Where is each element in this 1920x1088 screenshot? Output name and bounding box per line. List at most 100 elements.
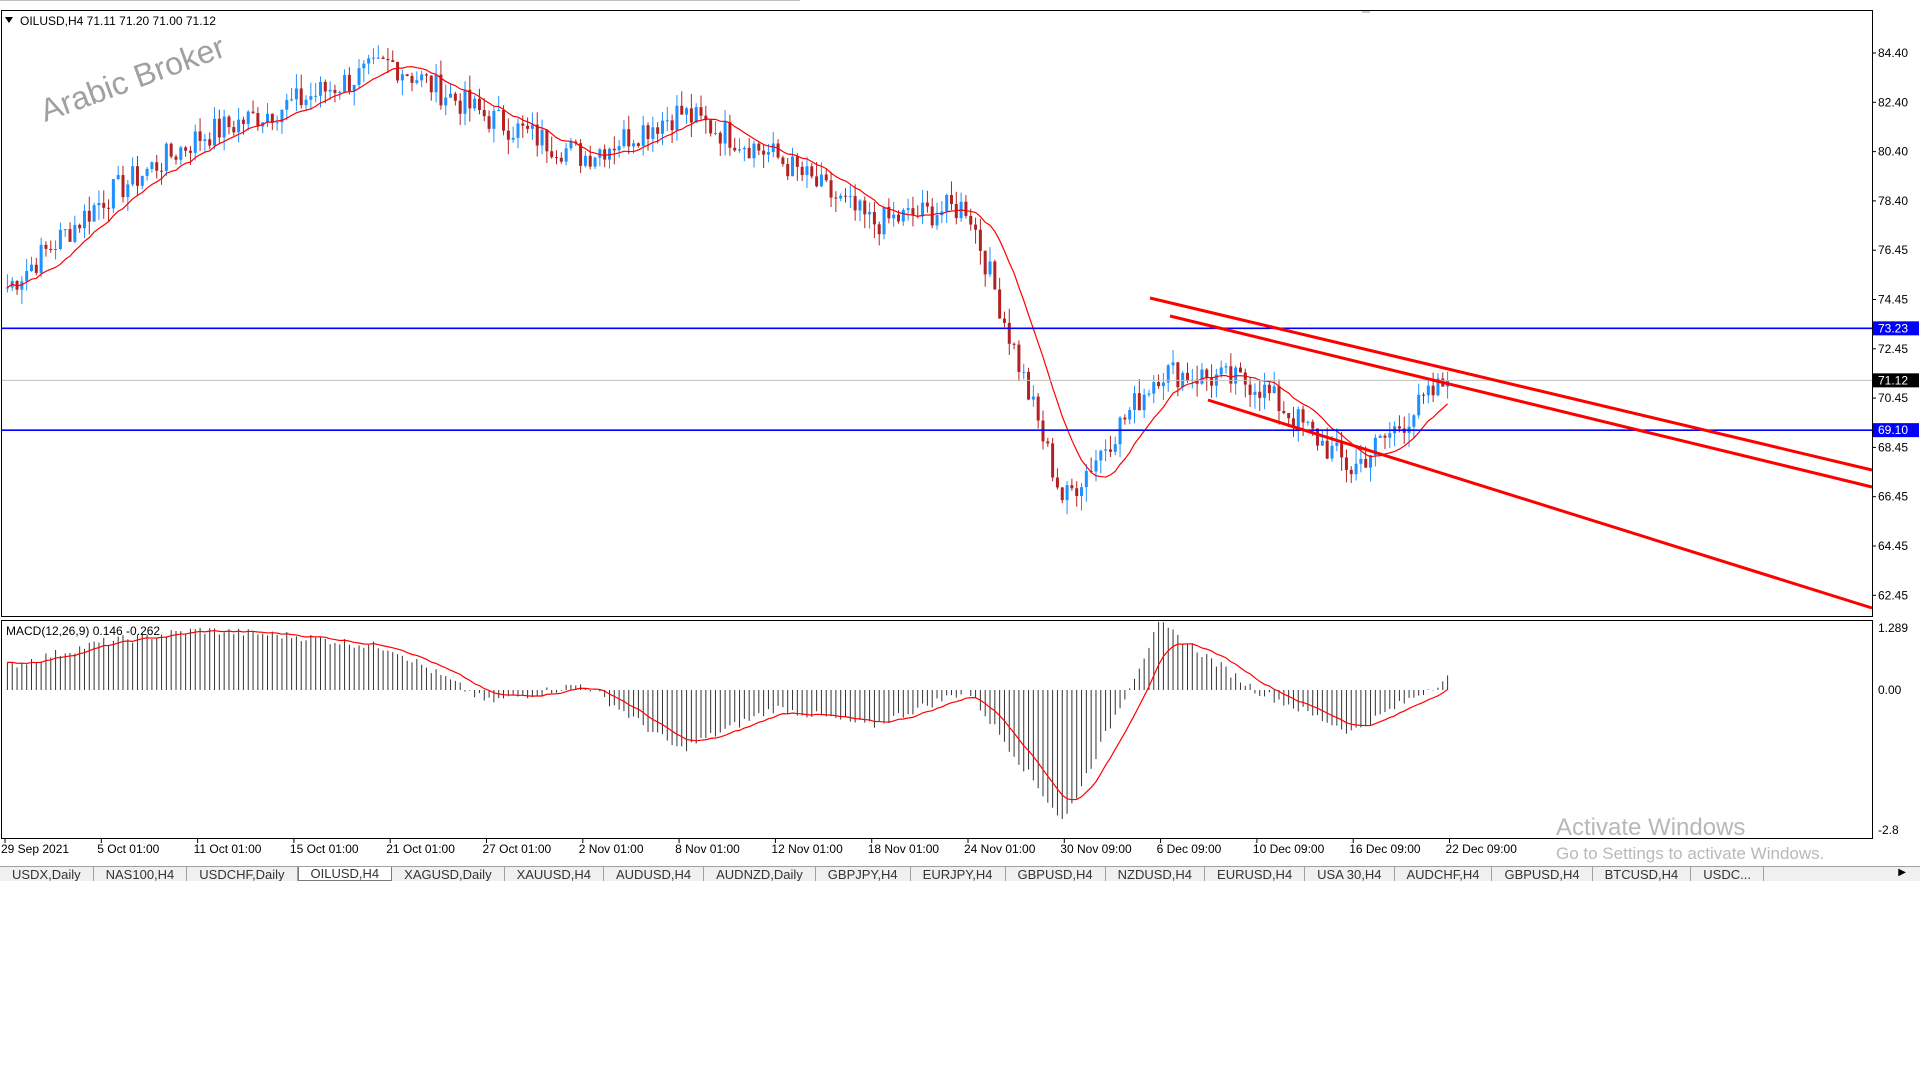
bear-candle xyxy=(877,224,881,235)
bear-candle xyxy=(1248,384,1252,395)
bull-candle xyxy=(511,137,515,140)
bull-candle xyxy=(723,121,727,144)
bear-candle xyxy=(184,147,188,151)
bear-candle xyxy=(410,75,414,83)
bear-candle xyxy=(559,157,563,162)
bear-candle xyxy=(829,180,833,198)
bull-candle xyxy=(97,202,101,206)
bull-candle xyxy=(564,148,568,162)
bear-candle xyxy=(424,74,428,76)
macd-label: MACD(12,26,9) 0.146 -0.262 xyxy=(6,624,160,638)
price-axis-label: 74.45 xyxy=(1878,293,1908,307)
bear-candle xyxy=(1282,410,1286,414)
chart-tab[interactable]: USDCHF,Daily xyxy=(187,867,298,881)
bear-candle xyxy=(757,143,761,151)
bull-candle xyxy=(203,139,207,141)
chart-tab[interactable]: NAS100,H4 xyxy=(94,867,188,881)
price-axis-label: 76.45 xyxy=(1878,243,1908,257)
level-price-label: 73.23 xyxy=(1878,321,1908,335)
chart-menu-icon[interactable] xyxy=(5,17,13,23)
bull-candle xyxy=(246,111,250,124)
chart-tab[interactable]: EURJPY,H4 xyxy=(911,867,1006,881)
chart-tab[interactable]: BTCUSD,H4 xyxy=(1593,867,1692,881)
chart-tab[interactable]: AUDCHF,H4 xyxy=(1395,867,1493,881)
bull-candle xyxy=(805,166,809,176)
bull-candle xyxy=(516,123,520,138)
bear-candle xyxy=(1258,391,1262,398)
chart-tab[interactable]: NZDUSD,H4 xyxy=(1106,867,1206,881)
bull-candle xyxy=(444,97,448,106)
bull-candle xyxy=(63,229,67,231)
bear-candle xyxy=(795,156,799,167)
bull-candle xyxy=(593,157,597,167)
price-axis-label: 82.40 xyxy=(1878,95,1908,109)
bull-candle xyxy=(1320,440,1324,446)
bull-candle xyxy=(352,84,356,92)
chart-tab[interactable]: USDX,Daily xyxy=(0,867,94,881)
bull-candle xyxy=(318,82,322,96)
chart-tab[interactable]: AUDNZD,Daily xyxy=(704,867,816,881)
chart-tab[interactable]: USA 30,H4 xyxy=(1305,867,1395,881)
bear-candle xyxy=(612,148,616,151)
time-axis-label: 5 Oct 01:00 xyxy=(97,842,159,856)
chart-tab[interactable]: AUDUSD,H4 xyxy=(604,867,705,881)
price-chart[interactable]: 73.23 69.10 71.12 84.40 82.40 80.40 78.40 76.4… xyxy=(0,0,1920,866)
bear-candle xyxy=(439,74,443,106)
chart-tab[interactable]: GBPUSD,H4 xyxy=(1006,867,1106,881)
chart-window[interactable]: 73.23 69.10 71.12 84.40 82.40 80.40 78.40 76.4… xyxy=(0,0,1920,881)
chart-tab[interactable]: OILUSD,H4 xyxy=(297,867,393,881)
chart-tab[interactable]: USDC... xyxy=(1691,867,1764,881)
bull-candle xyxy=(1335,442,1339,446)
bear-candle xyxy=(458,100,462,114)
bull-candle xyxy=(901,209,905,222)
bull-candle xyxy=(1412,415,1416,427)
bull-candle xyxy=(473,98,477,109)
bull-candle xyxy=(25,271,29,282)
bull-candle xyxy=(1426,385,1430,396)
bull-candle xyxy=(1359,458,1363,464)
bear-candle xyxy=(1036,396,1040,421)
chart-tab[interactable]: XAGUSD,Daily xyxy=(392,867,505,881)
price-axis-label: 66.45 xyxy=(1878,490,1908,504)
bear-candle xyxy=(429,75,433,93)
bull-candle xyxy=(1065,485,1069,501)
bull-candle xyxy=(1080,487,1084,496)
bull-candle xyxy=(1330,445,1334,459)
bull-candle xyxy=(632,143,636,147)
bull-candle xyxy=(304,99,308,106)
bull-candle xyxy=(1272,386,1276,394)
bear-candle xyxy=(911,208,915,216)
bear-candle xyxy=(386,58,390,61)
bear-candle xyxy=(1041,420,1045,442)
bull-candle xyxy=(434,74,438,93)
time-axis-label: 6 Dec 09:00 xyxy=(1157,842,1222,856)
chart-tab[interactable]: EURUSD,H4 xyxy=(1205,867,1306,881)
price-axis-label: 78.40 xyxy=(1878,194,1908,208)
bull-candle xyxy=(1104,449,1108,451)
triangle-right-icon[interactable]: ▶ xyxy=(1898,867,1906,878)
bear-candle xyxy=(1311,421,1315,429)
bear-candle xyxy=(1422,394,1426,396)
bull-candle xyxy=(617,146,621,151)
chart-tab[interactable]: GBPUSD,H4 xyxy=(1492,867,1593,881)
chart-tab[interactable]: XAUUSD,H4 xyxy=(505,867,604,881)
chart-tab[interactable]: GBPJPY,H4 xyxy=(816,867,911,881)
price-axis-label: 62.45 xyxy=(1878,588,1908,602)
bear-candle xyxy=(983,250,987,275)
bear-candle xyxy=(502,109,506,131)
bull-candle xyxy=(131,166,135,185)
bear-candle xyxy=(482,109,486,117)
bear-candle xyxy=(535,124,539,146)
chart-header: OILUSD,H4 71.11 71.20 71.00 71.12 xyxy=(20,14,216,28)
bear-candle xyxy=(800,166,804,176)
bull-candle xyxy=(685,108,689,115)
bear-candle xyxy=(1344,457,1348,470)
bull-candle xyxy=(367,58,371,64)
bear-candle xyxy=(1301,409,1305,423)
bear-candle xyxy=(1383,435,1387,438)
bear-candle xyxy=(526,125,530,129)
macd-axis-label: -2.8 xyxy=(1878,823,1899,837)
bear-candle xyxy=(391,60,395,62)
bear-candle xyxy=(68,229,72,242)
bear-candle xyxy=(1349,469,1353,475)
